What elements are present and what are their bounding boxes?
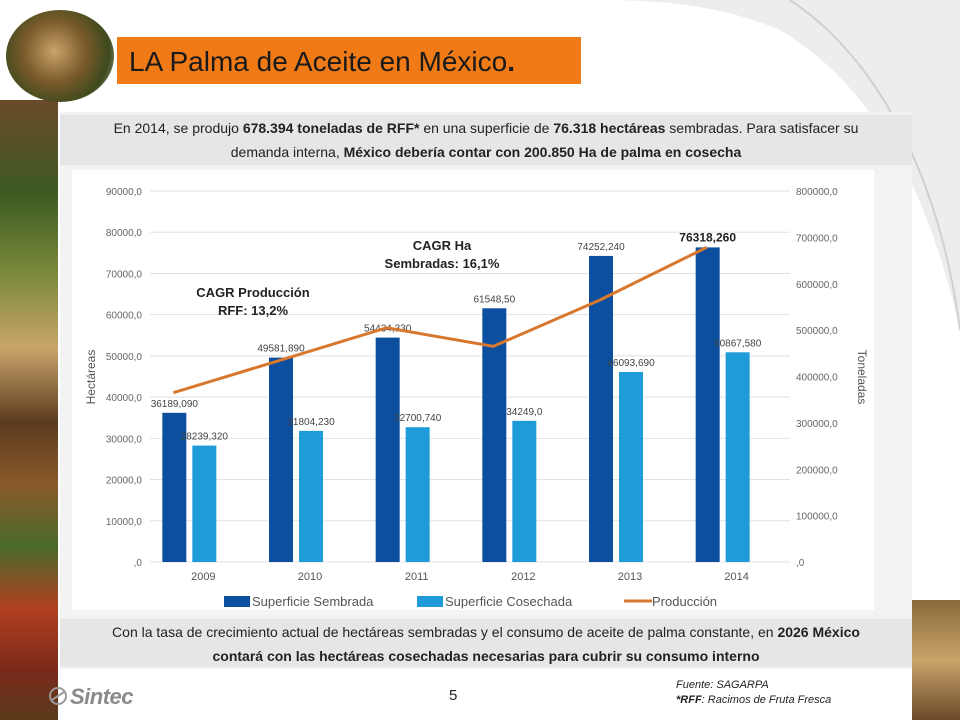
x-tick-label: 2014 — [724, 571, 748, 583]
left-tick-label: 90000,0 — [106, 187, 143, 198]
left-tick-label: 10000,0 — [106, 517, 143, 528]
annotation-cagr-ha: CAGR Ha — [413, 238, 472, 253]
bar-cosechada — [725, 352, 750, 562]
right-tick-label: 400000,0 — [796, 373, 838, 384]
source-line: Fuente: SAGARPA — [676, 679, 769, 691]
brand-name: Sintec — [70, 684, 134, 709]
bar-sembrada — [482, 308, 507, 562]
right-tick-label: 500000,0 — [796, 326, 838, 337]
x-tick-label: 2013 — [618, 571, 642, 583]
data-label: 76318,260 — [679, 230, 736, 244]
data-label: 34249,0 — [506, 407, 543, 418]
left-tick-label: 30000,0 — [106, 434, 143, 445]
data-label: 50867,580 — [714, 338, 762, 349]
right-tick-label: 800000,0 — [796, 187, 838, 198]
summary-note-top: En 2014, se produjo 678.394 toneladas de… — [60, 115, 912, 165]
bar-sembrada — [162, 412, 187, 562]
bar-cosechada — [299, 430, 323, 562]
data-label: 36189,090 — [151, 399, 199, 410]
x-tick-label: 2011 — [405, 571, 429, 583]
source-note: Fuente: SAGARPA *RFF: Racimos de Fruta F… — [676, 678, 831, 708]
bar-cosechada — [192, 445, 217, 562]
legend-label: Producción — [652, 594, 717, 609]
data-label: 32700,740 — [394, 413, 442, 424]
left-tick-label: 60000,0 — [106, 311, 143, 322]
legend-label: Superficie Sembrada — [252, 594, 374, 609]
right-tick-label: 300000,0 — [796, 419, 838, 430]
right-tick-label: 600000,0 — [796, 280, 838, 291]
legend-swatch — [224, 596, 250, 607]
left-tick-label: 20000,0 — [106, 476, 143, 487]
sintec-logo-icon — [49, 687, 67, 705]
bar-cosechada — [619, 371, 643, 562]
left-tick-label: 80000,0 — [106, 228, 143, 239]
left-tick-label: 50000,0 — [106, 352, 143, 363]
summary-note-bottom: Con la tasa de crecimiento actual de hec… — [60, 619, 912, 667]
right-axis-title: Toneladas — [855, 350, 869, 405]
title-banner: LA Palma de Aceite en México. — [117, 37, 581, 84]
legend-swatch — [417, 596, 443, 607]
left-tick-label: ,0 — [134, 558, 143, 569]
right-tick-label: 200000,0 — [796, 465, 838, 476]
bar-cosechada — [405, 427, 430, 562]
page-number: 5 — [449, 687, 458, 704]
bar-sembrada — [269, 357, 293, 562]
legend-label: Superficie Cosechada — [445, 594, 573, 609]
palm-fruit-photo — [6, 10, 114, 102]
bar-sembrada — [375, 337, 400, 562]
x-tick-label: 2012 — [511, 571, 535, 583]
left-tick-label: 70000,0 — [106, 269, 143, 280]
data-label: 31804,230 — [287, 417, 335, 428]
rff-footnote: *RFF: Racimos de Fruta Fresca — [676, 694, 832, 706]
palm-photo-strip-right — [912, 600, 960, 720]
annotation-cagr-ha: Sembradas: 16,1% — [385, 256, 500, 271]
data-label: 28239,320 — [181, 432, 229, 443]
right-tick-label: 100000,0 — [796, 512, 838, 523]
slide-title: LA Palma de Aceite en México. — [129, 46, 515, 77]
bar-sembrada — [695, 247, 720, 562]
right-tick-label: 700000,0 — [796, 233, 838, 244]
annotation-cagr-prod: RFF: 13,2% — [218, 303, 289, 318]
x-tick-label: 2009 — [191, 571, 215, 583]
right-tick-label: ,0 — [796, 558, 805, 569]
data-label: 61548,50 — [473, 294, 515, 305]
data-label: 49581,890 — [257, 344, 305, 355]
x-tick-label: 2010 — [298, 571, 322, 583]
left-tick-label: 40000,0 — [106, 393, 143, 404]
bar-sembrada — [589, 255, 613, 562]
data-label: 74252,240 — [577, 242, 625, 253]
left-axis-title: Hectáreas — [84, 350, 98, 405]
palm-photo-strip — [0, 100, 58, 720]
bar-cosechada — [512, 420, 537, 562]
data-label: 46093,690 — [607, 358, 655, 369]
annotation-cagr-prod: CAGR Producción — [196, 285, 309, 300]
production-line — [172, 246, 708, 395]
